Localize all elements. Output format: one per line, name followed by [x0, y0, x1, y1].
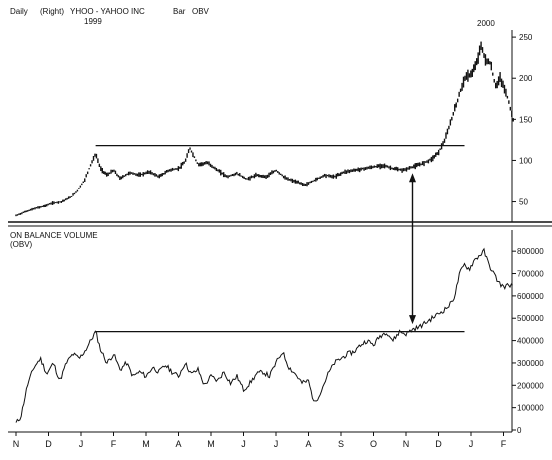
arrow-head-up — [409, 173, 416, 183]
arrow-head-down — [409, 315, 416, 325]
month-label: O — [370, 439, 377, 449]
month-label: M — [207, 439, 215, 449]
chart-style-label: Bar — [173, 7, 186, 16]
obv-tick-label: 0 — [517, 426, 522, 435]
obv-tick-label: 500000 — [517, 314, 544, 323]
month-label: D — [435, 439, 442, 449]
annotations — [95, 145, 465, 333]
month-label: A — [175, 439, 181, 449]
price-axis-ticks: 250 200 150 100 50 — [512, 33, 533, 207]
obv-title: ON BALANCE VOLUME — [10, 231, 98, 240]
month-label: J — [469, 439, 474, 449]
symbol-label: YHOO - YAHOO INC — [70, 7, 145, 16]
obv-tick-label: 800000 — [517, 247, 544, 256]
month-label: S — [338, 439, 344, 449]
month-label: M — [142, 439, 150, 449]
month-label: A — [305, 439, 311, 449]
month-label: D — [45, 439, 52, 449]
obv-axis-ticks: 800000 700000 600000 500000 400000 300000 2000… — [512, 247, 544, 435]
price-tick-label: 200 — [519, 74, 533, 83]
scale-label: (Right) — [40, 7, 64, 16]
month-label: F — [111, 439, 117, 449]
price-tick-label: 150 — [519, 115, 533, 124]
obv-subtitle: (OBV) — [10, 240, 33, 249]
price-tick-label: 100 — [519, 156, 533, 165]
obv-line — [15, 247, 513, 423]
obv-series — [15, 247, 513, 423]
obv-tick-label: 300000 — [517, 359, 544, 368]
obv-tick-label: 100000 — [517, 404, 544, 413]
obv-tick-label: 600000 — [517, 292, 544, 301]
month-label: N — [13, 439, 20, 449]
obv-tick-label: 400000 — [517, 337, 544, 346]
indicator-label: OBV — [192, 7, 210, 16]
obv-tick-label: 200000 — [517, 381, 544, 390]
month-label: J — [274, 439, 279, 449]
price-bars — [15, 41, 514, 217]
obv-tick-label: 700000 — [517, 270, 544, 279]
price-tick-label: 50 — [519, 198, 528, 207]
year-end-label: 2000 — [477, 19, 495, 28]
month-label: F — [501, 439, 507, 449]
month-label: J — [79, 439, 84, 449]
month-label: N — [403, 439, 410, 449]
interval-label: Daily — [10, 7, 28, 16]
month-label: J — [241, 439, 246, 449]
year-start-label: 1999 — [84, 17, 102, 26]
price-tick-label: 250 — [519, 33, 533, 42]
